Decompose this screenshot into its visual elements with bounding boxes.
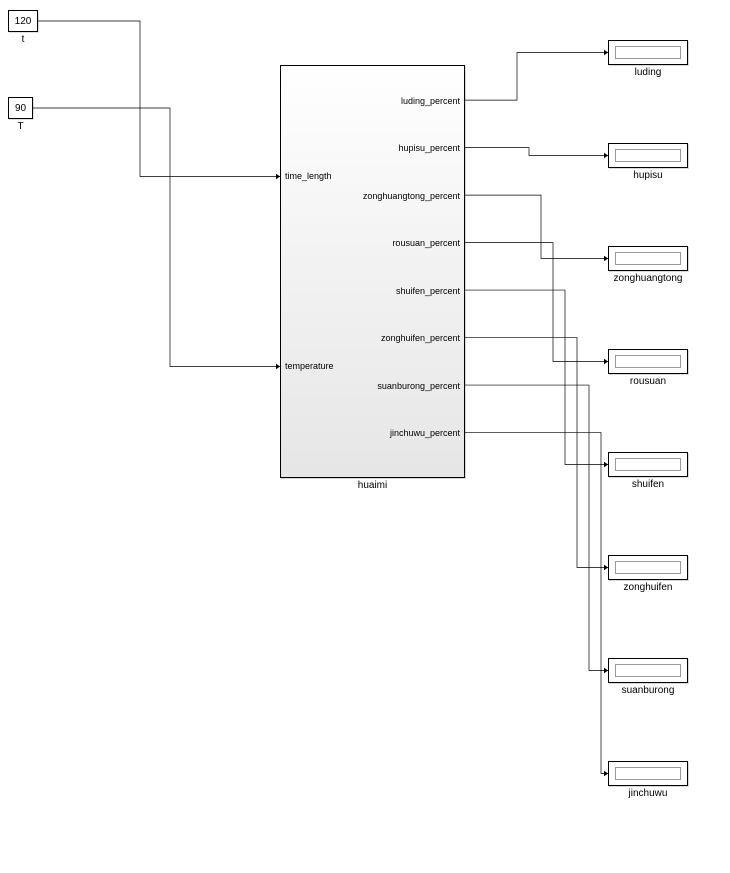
wire-layer [0, 0, 730, 873]
diagram-canvas: 120 t 90 T time_length temperature ludin… [0, 0, 730, 873]
